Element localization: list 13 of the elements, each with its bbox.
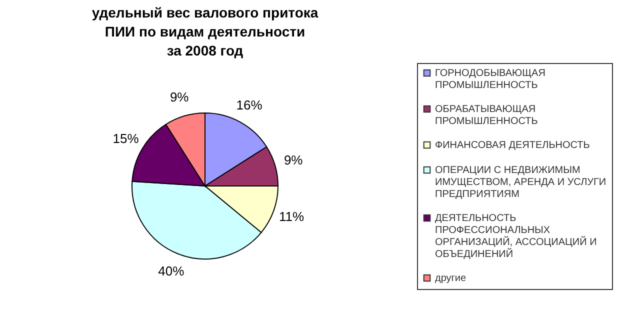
data-label: 9% bbox=[284, 152, 304, 168]
data-label: 16% bbox=[236, 97, 263, 112]
legend-label: ОБРАБАТЫВАЮЩАЯ ПРОМЫШЛЕННОСТЬ bbox=[435, 104, 538, 127]
legend-label: ОПЕРАЦИИ С НЕДВИЖИМЫМ ИМУЩЕСТВОМ, АРЕНДА И УСЛУГИ ПРЕДПРИЯТИЯМ bbox=[435, 165, 606, 200]
legend-label: ГОРНОДОБЫВАЮЩАЯ ПРОМЫШЛЕННОСТЬ bbox=[435, 68, 546, 91]
legend-label: другие bbox=[435, 273, 467, 284]
data-label: 11% bbox=[279, 209, 305, 224]
data-label: 15% bbox=[112, 131, 140, 146]
legend-label: ДЕЯТЕЛЬНОСТЬ ПРОФЕССИОНАЛЬНЫХ ОРГАНИЗАЦИЙ, АССОЦИАЦИЙ И ОБЪЕДИНЕНИЙ bbox=[435, 213, 597, 260]
legend-label: ФИНАНСОВАЯ ДЕЯТЕЛЬНОСТЬ bbox=[435, 140, 590, 151]
data-label: 9% bbox=[170, 90, 190, 105]
chart-title: удельный вес валового притока ПИИ по видам деятельности за 2008 год bbox=[92, 4, 318, 58]
data-label: 40% bbox=[158, 264, 185, 279]
